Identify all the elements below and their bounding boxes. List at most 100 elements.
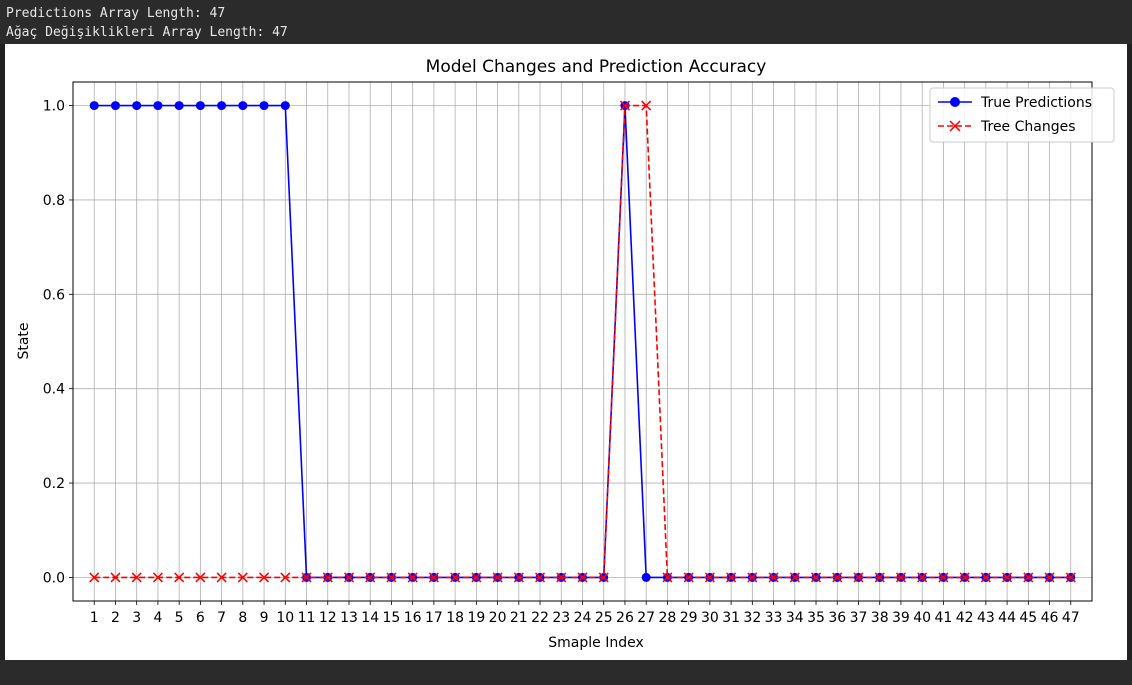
- data-point-tree-changes: [662, 572, 673, 583]
- x-axis-label: Smaple Index: [548, 635, 643, 651]
- data-point-tree-changes: [726, 572, 737, 583]
- x-tick-label: 45: [1019, 610, 1037, 626]
- data-point-tree-changes: [259, 572, 270, 583]
- data-point-tree-changes: [428, 572, 439, 583]
- y-tick-label: 0.0: [43, 570, 65, 586]
- y-tick-label: 0.4: [43, 382, 65, 398]
- x-tick-label: 27: [637, 610, 655, 626]
- x-tick-label: 17: [425, 610, 443, 626]
- line-chart: 1 2 3 4 5 6 7 8 9 10 11 12 13 14 15 16 17 18 19 20 21 22 23 24 2…: [16, 57, 1115, 651]
- x-tick-label: 5: [175, 610, 184, 626]
- data-point-true-predictions: [641, 572, 651, 582]
- x-tick-label: 28: [659, 610, 677, 626]
- x-tick-label: 1: [90, 610, 99, 626]
- grid: [73, 82, 1092, 601]
- data-point-tree-changes: [598, 572, 609, 583]
- data-point-true-predictions: [153, 101, 163, 111]
- data-point-tree-changes: [1002, 572, 1013, 583]
- data-point-true-predictions: [174, 101, 184, 111]
- data-point-tree-changes: [810, 572, 822, 583]
- x-tick-label: 39: [892, 610, 910, 626]
- data-point-true-predictions: [238, 101, 248, 111]
- x-tick-label: 47: [1062, 610, 1080, 626]
- x-tick-label: 14: [361, 610, 379, 626]
- data-point-tree-changes: [704, 572, 715, 583]
- x-tick-label: 33: [765, 610, 783, 626]
- data-point-tree-changes: [768, 572, 779, 583]
- x-tick-label: 38: [871, 610, 889, 626]
- x-tick-label: 42: [956, 610, 974, 626]
- x-tick-label: 43: [977, 610, 995, 626]
- x-tick-label: 21: [510, 610, 528, 626]
- x-tick-label: 9: [260, 610, 269, 626]
- series-layer: [89, 100, 1076, 583]
- bottom-bar: [0, 660, 1132, 685]
- x-tick-label: 19: [467, 610, 485, 626]
- x-tick-label: 26: [616, 610, 634, 626]
- console-output: Predictions Array Length: 47 Ağaç Değişi…: [0, 0, 1132, 44]
- x-tick-label: 6: [196, 610, 205, 626]
- data-point-true-predictions: [280, 101, 290, 111]
- data-point-tree-changes: [853, 572, 864, 583]
- x-tick-label: 40: [913, 610, 931, 626]
- axis-ticks: 1 2 3 4 5 6 7 8 9 10 11 12 13 14 15 16 17 18 19 20 21 22 23 24 2…: [43, 99, 1080, 626]
- data-point-tree-changes: [471, 572, 482, 583]
- x-tick-label: 7: [217, 610, 226, 626]
- data-point-tree-changes: [152, 572, 163, 583]
- data-point-tree-changes: [874, 572, 885, 583]
- x-tick-label: 30: [701, 610, 719, 626]
- x-tick-label: 35: [807, 610, 825, 626]
- data-point-true-predictions: [217, 101, 227, 111]
- data-point-tree-changes: [131, 572, 142, 583]
- data-point-tree-changes: [237, 572, 248, 583]
- data-point-tree-changes: [450, 572, 461, 583]
- x-tick-label: 4: [153, 610, 162, 626]
- data-point-tree-changes: [365, 572, 376, 583]
- data-point-tree-changes: [789, 572, 800, 583]
- x-tick-label: 29: [680, 610, 698, 626]
- data-point-tree-changes: [174, 572, 185, 583]
- x-tick-label: 18: [446, 610, 464, 626]
- data-point-tree-changes: [832, 572, 843, 583]
- x-tick-label: 2: [111, 610, 120, 626]
- data-point-tree-changes: [917, 572, 928, 583]
- x-tick-label: 20: [489, 610, 507, 626]
- x-tick-label: 3: [132, 610, 141, 626]
- data-point-tree-changes: [1044, 572, 1055, 583]
- y-tick-label: 0.2: [43, 476, 65, 492]
- x-tick-label: 22: [531, 610, 549, 626]
- data-point-tree-changes: [683, 572, 694, 583]
- data-point-tree-changes: [195, 572, 206, 583]
- data-point-true-predictions: [89, 101, 99, 111]
- x-tick-label: 23: [552, 610, 570, 626]
- legend: True Predictions Tree Changes: [929, 87, 1115, 143]
- data-point-tree-changes: [747, 572, 758, 583]
- chart-title: Model Changes and Prediction Accuracy: [426, 57, 767, 77]
- data-point-tree-changes: [1065, 572, 1076, 583]
- data-point-tree-changes: [492, 572, 503, 583]
- x-tick-label: 12: [319, 610, 337, 626]
- console-line-tree-changes-length: Ağaç Değişiklikleri Array Length: 47: [6, 25, 288, 40]
- legend-marker-true-predictions: [950, 97, 960, 107]
- data-point-tree-changes: [386, 572, 397, 583]
- data-point-tree-changes: [407, 572, 418, 583]
- data-point-tree-changes: [938, 572, 949, 583]
- data-point-tree-changes: [577, 572, 588, 583]
- x-tick-label: 16: [404, 610, 422, 626]
- x-tick-label: 37: [850, 610, 868, 626]
- x-tick-label: 46: [1041, 610, 1059, 626]
- x-tick-label: 24: [574, 610, 592, 626]
- data-point-tree-changes: [513, 572, 524, 583]
- legend-box: [929, 87, 1115, 143]
- data-point-true-predictions: [110, 101, 120, 111]
- console-line-predictions-length: Predictions Array Length: 47: [6, 6, 226, 21]
- x-tick-label: 11: [298, 610, 316, 626]
- x-tick-label: 32: [743, 610, 761, 626]
- y-axis-label: State: [16, 322, 32, 359]
- data-point-true-predictions: [195, 101, 205, 111]
- x-tick-label: 44: [998, 610, 1016, 626]
- legend-marker-tree-changes: [949, 120, 961, 132]
- chart-figure: 1 2 3 4 5 6 7 8 9 10 11 12 13 14 15 16 17 18 19 20 21 22 23 24 2…: [5, 44, 1127, 660]
- data-point-tree-changes: [280, 572, 291, 583]
- y-tick-label: 1.0: [43, 99, 65, 115]
